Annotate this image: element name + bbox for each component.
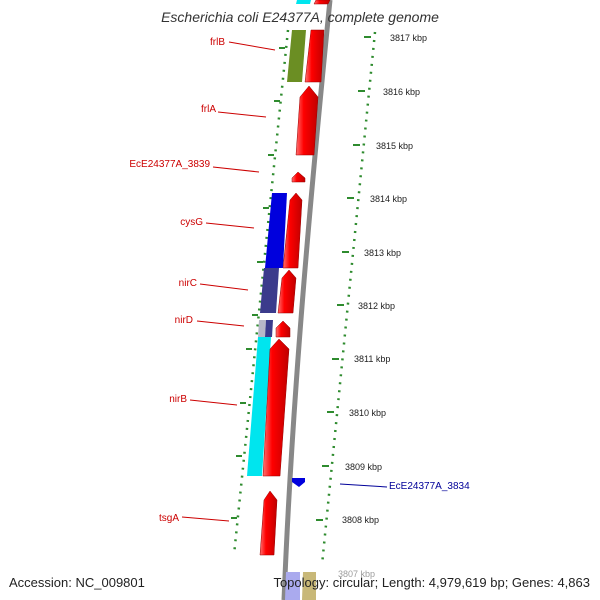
gc-content-track-right xyxy=(320,31,377,566)
gene-label-nirD[interactable]: nirD xyxy=(175,315,193,326)
tick-label: 3809 kbp xyxy=(345,462,382,472)
genome-stats: Topology: circular; Length: 4,979,619 bp… xyxy=(273,575,590,590)
tick-label: 3807 kbp xyxy=(338,569,375,579)
cog-block-cysG[interactable] xyxy=(265,193,287,268)
gene-arrow-EcE24377A_3834[interactable] xyxy=(292,478,305,487)
cog-track xyxy=(247,0,316,600)
genome-backbone xyxy=(281,0,333,600)
cog-block-bottom-khaki xyxy=(302,572,316,600)
gene-label-nirC[interactable]: nirC xyxy=(179,278,197,289)
kbp-tick-marks xyxy=(316,36,371,521)
gene-arrow-nirB[interactable] xyxy=(262,338,290,477)
gene-label-nirB[interactable]: nirB xyxy=(169,394,187,405)
left-tick-marks xyxy=(231,47,285,519)
tick-label: 3816 kbp xyxy=(383,87,420,97)
gene-arrow-EcE24377A_3839[interactable] xyxy=(291,171,306,183)
gene-arrow-top[interactable] xyxy=(313,0,331,5)
gene-arrow-nirC[interactable] xyxy=(277,269,297,314)
gene-label-cysG[interactable]: cysG xyxy=(180,217,203,228)
gene-arrow-cysG[interactable] xyxy=(282,192,303,269)
gene-arrow-frlB[interactable] xyxy=(304,29,325,83)
tick-label: 3814 kbp xyxy=(370,194,407,204)
kbp-tick-labels: 3817 kbp 3816 kbp 3815 kbp 3814 kbp 3813… xyxy=(338,33,427,579)
cog-block-bottom-lavender xyxy=(285,572,300,600)
cog-block-nirD[interactable] xyxy=(265,320,273,337)
cog-block-nirC[interactable] xyxy=(260,268,279,313)
gene-label-frlA[interactable]: frlA xyxy=(201,104,216,115)
cog-block-nirB[interactable] xyxy=(247,337,271,476)
gene-arrow-frlA[interactable] xyxy=(295,85,319,156)
gene-label-EcE24377A_3839[interactable]: EcE24377A_3839 xyxy=(129,159,210,170)
gene-label-EcE24377A_3834[interactable]: EcE24377A_3834 xyxy=(389,481,470,492)
map-title: Escherichia coli E24377A, complete genom… xyxy=(161,9,439,25)
tick-label: 3815 kbp xyxy=(376,141,413,151)
tick-label: 3811 kbp xyxy=(354,354,390,364)
gene-labels: frlB frlA EcE24377A_3839 cysG nirC nirD … xyxy=(129,37,470,524)
gene-label-frlB[interactable]: frlB xyxy=(210,37,225,48)
cog-block-nirD-grey[interactable] xyxy=(258,320,266,337)
gene-label-tsgA[interactable]: tsgA xyxy=(159,513,179,524)
tick-label: 3813 kbp xyxy=(364,248,401,258)
tick-label: 3817 kbp xyxy=(390,33,427,43)
cds-track xyxy=(259,0,331,556)
gene-arrow-tsgA[interactable] xyxy=(259,490,278,556)
cog-block-frlB[interactable] xyxy=(287,30,306,82)
gene-arrow-nirD[interactable] xyxy=(275,320,291,338)
cog-block-top-cyan xyxy=(296,0,311,4)
tick-label: 3808 kbp xyxy=(342,515,379,525)
tick-label: 3812 kbp xyxy=(358,301,395,311)
accession-info: Accession: NC_009801 xyxy=(9,575,145,590)
tick-label: 3810 kbp xyxy=(349,408,386,418)
